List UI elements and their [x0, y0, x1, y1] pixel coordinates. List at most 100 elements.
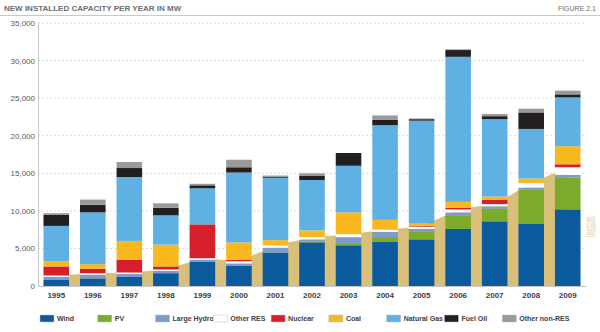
tick-label: 2008	[522, 291, 540, 300]
tick-label: 1996	[84, 291, 102, 300]
bar	[80, 278, 106, 286]
tick: 1997	[120, 286, 138, 300]
tick-label: 1999	[194, 291, 212, 300]
bar	[190, 262, 216, 286]
legend-label: Large Hydro	[173, 315, 214, 323]
bar	[226, 160, 252, 168]
bar	[555, 94, 581, 97]
legend-item: Other RES	[213, 315, 265, 322]
bar	[80, 273, 106, 275]
legend-label: Other non-RES	[519, 315, 569, 322]
legend-swatch	[40, 315, 54, 322]
bar	[190, 258, 216, 260]
bar	[190, 260, 216, 262]
bar	[336, 244, 362, 246]
bar	[555, 146, 581, 164]
bar	[226, 173, 252, 243]
tick-label: 2001	[267, 291, 285, 300]
bar	[263, 253, 289, 286]
bar	[226, 266, 252, 286]
tick-label: 2000	[230, 291, 248, 300]
bar	[117, 274, 143, 277]
bar	[80, 264, 106, 269]
bar	[372, 242, 398, 286]
bar	[445, 202, 471, 208]
bar	[482, 204, 508, 206]
bar	[336, 245, 362, 286]
bar	[153, 208, 179, 216]
tick-label: 2006	[449, 291, 467, 300]
bar	[226, 261, 252, 263]
tick-label: 1995	[47, 291, 65, 300]
tick-label: 2003	[340, 291, 358, 300]
bar	[80, 275, 106, 279]
bar	[372, 115, 398, 120]
bar	[153, 269, 179, 271]
subtitle: FIGURE 2.1	[558, 5, 596, 12]
legend-label: Wind	[57, 315, 74, 322]
legend-item: Wind	[40, 315, 74, 322]
legend-swatch	[156, 315, 170, 322]
bar	[555, 167, 581, 175]
tick-label: 2002	[303, 291, 321, 300]
tick-label: 25,000	[11, 94, 36, 103]
bar	[555, 175, 581, 178]
bar	[482, 119, 508, 196]
bar	[299, 239, 325, 241]
bar	[409, 232, 435, 240]
tick: 1996	[84, 286, 102, 300]
grid	[38, 23, 586, 286]
plot: 05,00010,00015,00020,00025,00030,00035,0…	[11, 19, 587, 300]
tick-label: 1997	[120, 291, 138, 300]
marks	[43, 49, 580, 286]
bar	[43, 261, 69, 266]
bar	[445, 50, 471, 57]
bar	[518, 129, 544, 179]
bar	[482, 200, 508, 205]
tick: 35,000	[11, 19, 38, 28]
bar	[43, 275, 69, 277]
bar	[263, 240, 289, 245]
bar	[372, 230, 398, 232]
bar	[153, 273, 179, 286]
legend-item: Fuel Oil	[444, 315, 487, 322]
tick: 10,000	[11, 207, 38, 216]
bar	[263, 178, 289, 240]
bar	[409, 224, 435, 226]
bar	[80, 269, 106, 274]
tick-label: 1998	[157, 291, 175, 300]
bar	[153, 266, 179, 269]
tick-label: 5,000	[15, 244, 36, 253]
legend-label: Coal	[346, 315, 361, 322]
bar	[372, 232, 398, 237]
bar	[409, 119, 435, 121]
bar	[263, 248, 289, 253]
legend-label: Natural Gas	[404, 315, 443, 322]
bar	[336, 166, 362, 213]
tick: 2002	[303, 286, 321, 300]
bar	[409, 239, 435, 286]
bar	[43, 226, 69, 261]
y-axis: 05,00010,00015,00020,00025,00030,00035,0…	[11, 19, 39, 291]
bar	[482, 206, 508, 208]
tick-label: 15,000	[11, 169, 36, 178]
bar	[299, 173, 325, 175]
tick-label: 20,000	[11, 132, 36, 141]
bar	[117, 162, 143, 168]
legend-swatch	[98, 315, 112, 322]
bar	[409, 229, 435, 232]
bar	[117, 177, 143, 241]
bar	[336, 237, 362, 244]
legend-item: Coal	[329, 315, 361, 322]
bar	[555, 164, 581, 167]
bar	[445, 57, 471, 202]
legend-label: Other RES	[230, 315, 265, 322]
tick: 2009	[559, 286, 577, 300]
bar	[190, 185, 216, 188]
bar	[518, 112, 544, 129]
tick: 1998	[157, 286, 175, 300]
legend-item: PV	[98, 315, 125, 322]
tick: 2000	[230, 286, 248, 300]
grid-line	[38, 23, 586, 24]
bar	[117, 168, 143, 177]
